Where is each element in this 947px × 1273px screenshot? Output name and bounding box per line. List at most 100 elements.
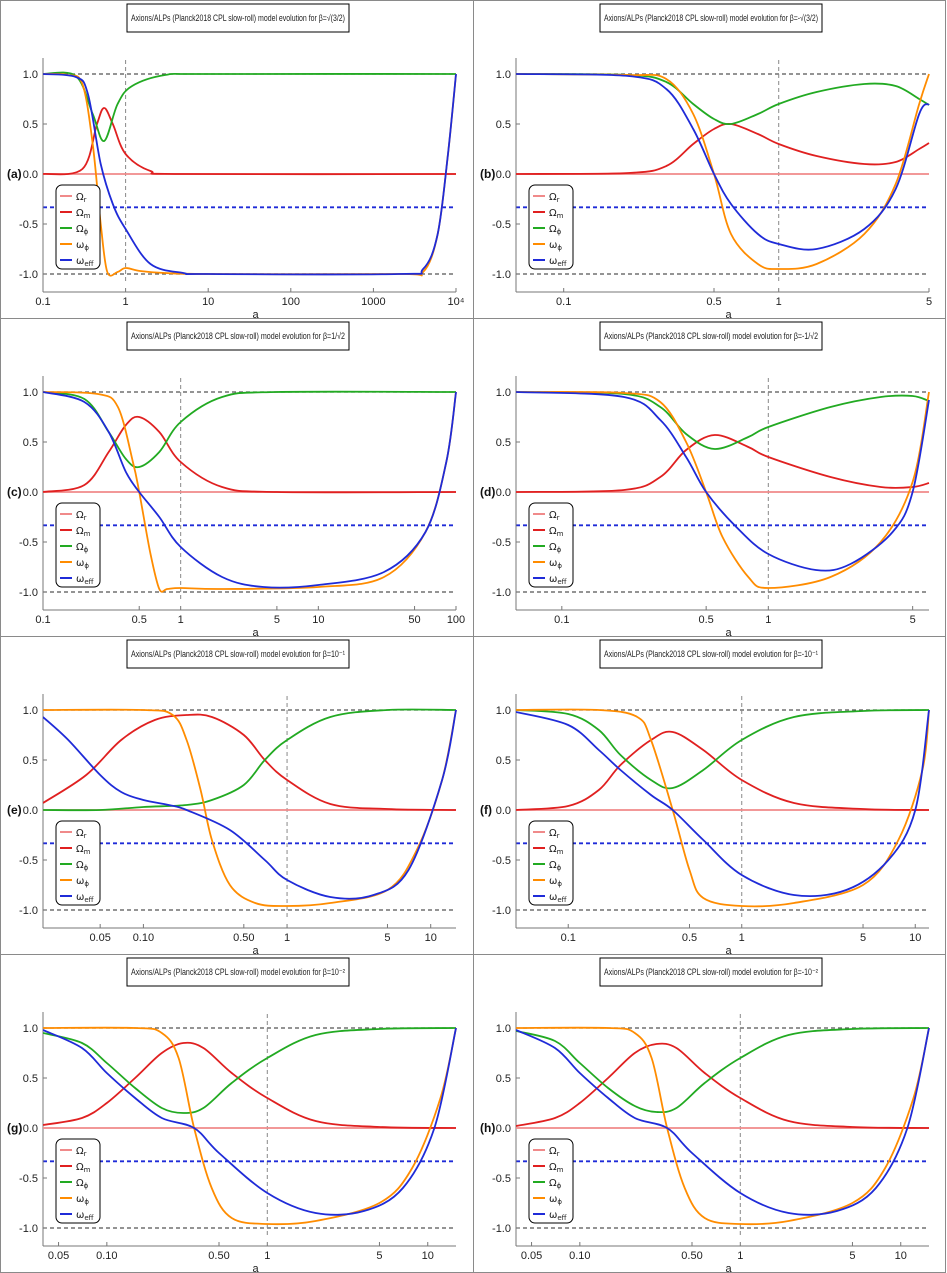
- series-line-w-eff: [43, 1027, 457, 1216]
- x-axis-label: a: [252, 309, 259, 319]
- y-tick-label: 1.0: [496, 1023, 511, 1035]
- series-line-w-eff: [516, 73, 930, 251]
- x-tick-label: 0.05: [48, 1250, 69, 1262]
- legend-label: Ωm: [549, 1162, 564, 1174]
- legend-label: Ωm: [76, 208, 91, 220]
- y-tick-label: -1.0: [492, 1223, 511, 1235]
- chart-title: Axions/ALPs (Planck2018 CPL slow-roll) m…: [131, 331, 345, 341]
- x-tick-label: 0.10: [96, 1250, 117, 1262]
- x-tick-label: 10: [422, 1250, 434, 1262]
- chart-title: Axions/ALPs (Planck2018 CPL slow-roll) m…: [131, 967, 345, 977]
- series-line-w-phi: [516, 1026, 930, 1226]
- series-line-omega-m: [516, 730, 930, 811]
- x-tick-label: 5: [910, 614, 916, 626]
- chart-title-box: [599, 957, 823, 987]
- chart-svg: Axions/ALPs (Planck2018 CPL slow-roll) m…: [7, 321, 465, 637]
- y-tick-label: 1.0: [23, 1023, 38, 1035]
- x-tick-label: 100: [447, 614, 465, 626]
- y-tick-label: 0.5: [496, 1073, 511, 1085]
- chart-title: Axions/ALPs (Planck2018 CPL slow-roll) m…: [604, 13, 818, 23]
- legend-label: Ωϕ: [549, 1178, 562, 1190]
- x-tick-label: 10: [909, 932, 921, 944]
- y-tick-label: -1.0: [492, 587, 511, 599]
- series-line-omega-phi: [43, 390, 457, 469]
- chart-svg: Axions/ALPs (Planck2018 CPL slow-roll) m…: [480, 639, 930, 955]
- series-line-omega-phi: [516, 391, 930, 450]
- legend-label: Ωr: [76, 192, 87, 204]
- chart-panel-g: Axions/ALPs (Planck2018 CPL slow-roll) m…: [0, 954, 474, 1273]
- chart-panel-b: Axions/ALPs (Planck2018 CPL slow-roll) m…: [473, 0, 946, 319]
- series-line-omega-phi: [43, 708, 457, 812]
- legend-label: ωϕ: [549, 876, 562, 888]
- series-line-omega-phi: [43, 71, 457, 142]
- chart-svg: Axions/ALPs (Planck2018 CPL slow-roll) m…: [480, 3, 932, 319]
- x-axis-label: a: [725, 945, 732, 955]
- x-tick-label: 1: [765, 614, 771, 626]
- x-tick-label: 1: [737, 1250, 743, 1262]
- chart-svg: Axions/ALPs (Planck2018 CPL slow-roll) m…: [480, 321, 930, 637]
- y-tick-label: -0.5: [19, 1173, 38, 1185]
- series-line-w-eff: [43, 73, 457, 276]
- legend-label: ωϕ: [549, 558, 562, 570]
- chart-title: Axions/ALPs (Planck2018 CPL slow-roll) m…: [131, 13, 345, 23]
- legend-label: Ωm: [76, 1162, 91, 1174]
- x-tick-label: 0.1: [35, 614, 50, 626]
- chart-title: Axions/ALPs (Planck2018 CPL slow-roll) m…: [131, 649, 345, 659]
- series-line-w-eff: [516, 709, 930, 897]
- x-tick-label: 50: [408, 614, 420, 626]
- series-line-omega-m: [43, 713, 457, 811]
- series-line-w-eff: [43, 391, 457, 589]
- series-line-w-eff: [516, 391, 930, 572]
- legend: [55, 502, 101, 588]
- chart-svg: Axions/ALPs (Planck2018 CPL slow-roll) m…: [7, 3, 465, 319]
- panel-label: (b): [480, 167, 495, 181]
- series-line-omega-phi: [516, 73, 930, 126]
- series-line-w-phi: [516, 708, 930, 908]
- x-tick-label: 1: [178, 614, 184, 626]
- legend-label: ωϕ: [76, 876, 89, 888]
- legend-label: Ωr: [549, 510, 560, 522]
- chart-svg: Axions/ALPs (Planck2018 CPL slow-roll) m…: [7, 957, 457, 1273]
- x-tick-label: 1: [123, 296, 129, 308]
- x-tick-label: 1: [284, 932, 290, 944]
- legend-label: ωeff: [76, 892, 94, 904]
- chart-title-box: [599, 639, 823, 669]
- y-tick-label: 0.0: [23, 805, 38, 817]
- chart-panel-c: Axions/ALPs (Planck2018 CPL slow-roll) m…: [0, 318, 474, 637]
- y-tick-label: 0.5: [496, 119, 511, 131]
- y-tick-label: 1.0: [23, 69, 38, 81]
- series-line-w-phi: [516, 391, 930, 589]
- legend-label: Ωϕ: [549, 860, 562, 872]
- legend: [528, 502, 574, 588]
- x-axis-label: a: [252, 945, 259, 955]
- legend-label: Ωm: [549, 208, 564, 220]
- series-line-omega-phi: [516, 1027, 930, 1114]
- y-tick-label: -1.0: [492, 269, 511, 281]
- x-tick-label: 0.1: [35, 296, 50, 308]
- legend: [528, 184, 574, 270]
- series-line-omega-m: [43, 415, 457, 494]
- legend-label: Ωm: [549, 526, 564, 538]
- x-tick-label: 0.1: [561, 932, 576, 944]
- x-tick-label: 5: [926, 296, 932, 308]
- series-line-omega-m: [43, 107, 457, 176]
- legend-label: ωeff: [76, 256, 94, 268]
- chart-panel-d: Axions/ALPs (Planck2018 CPL slow-roll) m…: [473, 318, 946, 637]
- x-tick-label: 5: [860, 932, 866, 944]
- legend-label: Ωm: [76, 844, 91, 856]
- chart-panel-h: Axions/ALPs (Planck2018 CPL slow-roll) m…: [473, 954, 946, 1273]
- x-tick-label: 10: [202, 296, 214, 308]
- x-tick-label: 0.10: [133, 932, 154, 944]
- y-tick-label: 1.0: [23, 387, 38, 399]
- y-tick-label: 0.0: [496, 1123, 511, 1135]
- x-axis-label: a: [252, 627, 259, 637]
- chart-panel-f: Axions/ALPs (Planck2018 CPL slow-roll) m…: [473, 636, 946, 955]
- legend-label: ωϕ: [549, 1194, 562, 1206]
- panel-label: (c): [7, 485, 22, 499]
- x-axis-label: a: [725, 1263, 732, 1273]
- y-tick-label: 0.5: [23, 755, 38, 767]
- legend-label: ωeff: [76, 1210, 94, 1222]
- x-tick-label: 0.05: [521, 1250, 542, 1262]
- legend-label: Ωr: [549, 192, 560, 204]
